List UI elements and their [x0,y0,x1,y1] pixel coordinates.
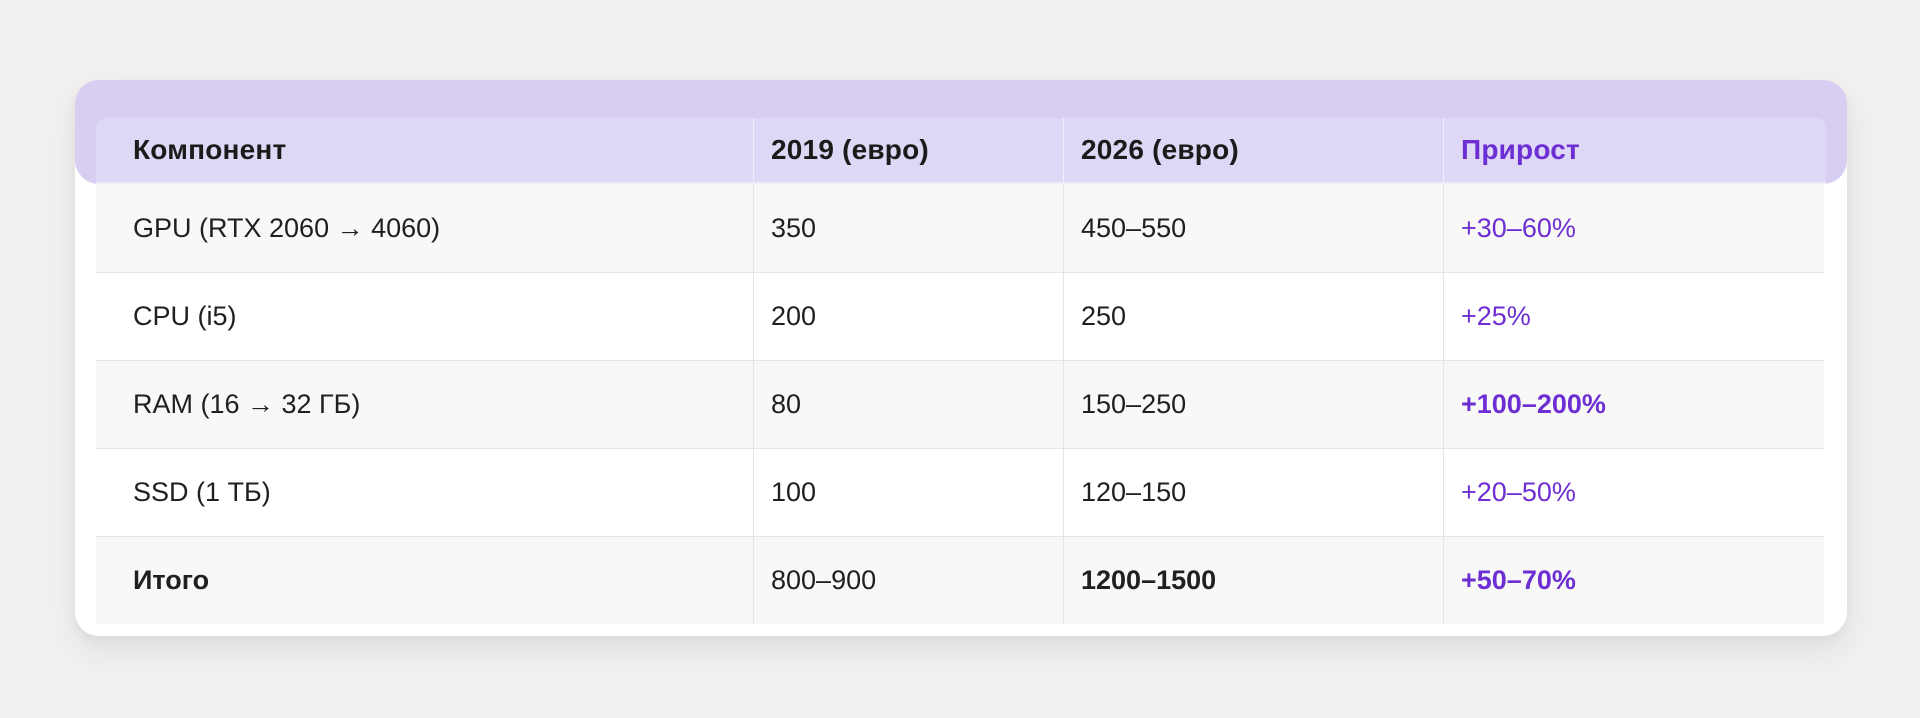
component-cell: Итого [133,565,210,595]
price-2026-cell: 1200–1500 [1063,537,1443,624]
price-2019-cell: 800–900 [753,537,1063,624]
table-row-ssd: SSD (1 ТБ) 100 120–150 +20–50% [96,448,1824,536]
price-2019-cell: 350 [753,184,1063,272]
price-2019-cell: 80 [753,361,1063,448]
component-cell: GPU (RTX 2060 → 4060) [133,212,441,243]
column-header-component: Компонент [133,134,287,165]
table-header-row: Компонент 2019 (евро) 2026 (евро) Прирос… [96,118,1826,184]
component-cell: SSD (1 ТБ) [133,477,271,507]
table-header-band: Компонент 2019 (евро) 2026 (евро) Прирос… [75,80,1847,184]
price-2026-cell: 150–250 [1063,361,1443,448]
growth-cell: +100–200% [1443,361,1824,448]
price-2026-cell: 120–150 [1063,449,1443,536]
price-2019-cell: 100 [753,449,1063,536]
price-2019-cell: 200 [753,273,1063,360]
price-2026-cell: 450–550 [1063,184,1443,272]
table-row-total: Итого 800–900 1200–1500 +50–70% [96,536,1824,624]
growth-cell: +25% [1443,273,1824,360]
component-cell: CPU (i5) [133,301,237,331]
component-cell: RAM (16 → 32 ГБ) [133,389,361,419]
growth-cell: +50–70% [1443,537,1824,624]
table-row-ram: RAM (16 → 32 ГБ) 80 150–250 +100–200% [96,360,1824,448]
growth-cell: +20–50% [1443,449,1824,536]
price-2026-cell: 250 [1063,273,1443,360]
column-header-2026: 2026 (евро) [1063,118,1443,182]
column-header-growth: Прирост [1443,118,1826,182]
table-row-gpu: GPU (RTX 2060 → 4060) 350 450–550 +30–60… [96,184,1824,272]
table-body: GPU (RTX 2060 → 4060) 350 450–550 +30–60… [96,184,1824,624]
column-header-2019: 2019 (евро) [753,118,1063,182]
table-row-cpu: CPU (i5) 200 250 +25% [96,272,1824,360]
growth-cell: +30–60% [1443,184,1824,272]
